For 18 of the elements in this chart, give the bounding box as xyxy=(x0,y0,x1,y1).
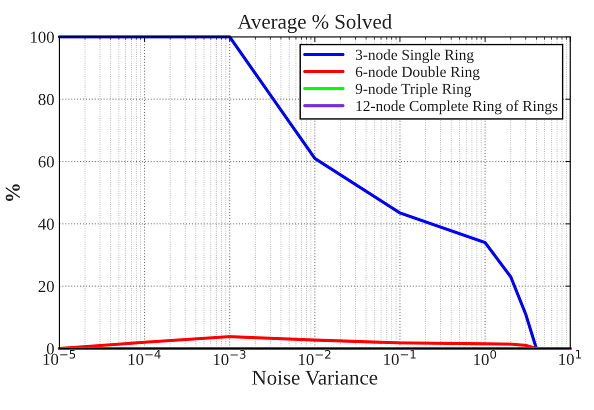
legend-label: 3-node Single Ring xyxy=(356,49,474,64)
y-tick-label: 40 xyxy=(38,218,54,230)
x-tick-label: 10$^{−2}$ xyxy=(299,350,330,366)
legend-label: 9-node Triple Ring xyxy=(356,83,472,98)
x-tick-label: 10$^{−4}$ xyxy=(128,350,161,366)
chart-title: Average % Solved xyxy=(238,14,392,34)
legend-label: 6-node Double Ring xyxy=(356,66,480,80)
y-tick-label: 100 xyxy=(31,32,54,43)
legend-label: 12-node Complete Ring of Rings xyxy=(356,100,558,114)
x-tick-label: 10$^{−3}$ xyxy=(214,350,246,366)
x-tick-label: 10$^{1}$ xyxy=(559,350,581,366)
x-tick-label: 10$^{−1}$ xyxy=(384,350,416,366)
y-axis-title: % xyxy=(6,184,20,201)
x-axis-title: Noise Variance xyxy=(252,370,378,385)
y-tick-label: 20 xyxy=(38,280,54,292)
x-tick-label: 10$^{0}$ xyxy=(474,350,496,366)
y-tick-label: 60 xyxy=(38,156,54,168)
y-tick-label: 80 xyxy=(38,94,54,106)
